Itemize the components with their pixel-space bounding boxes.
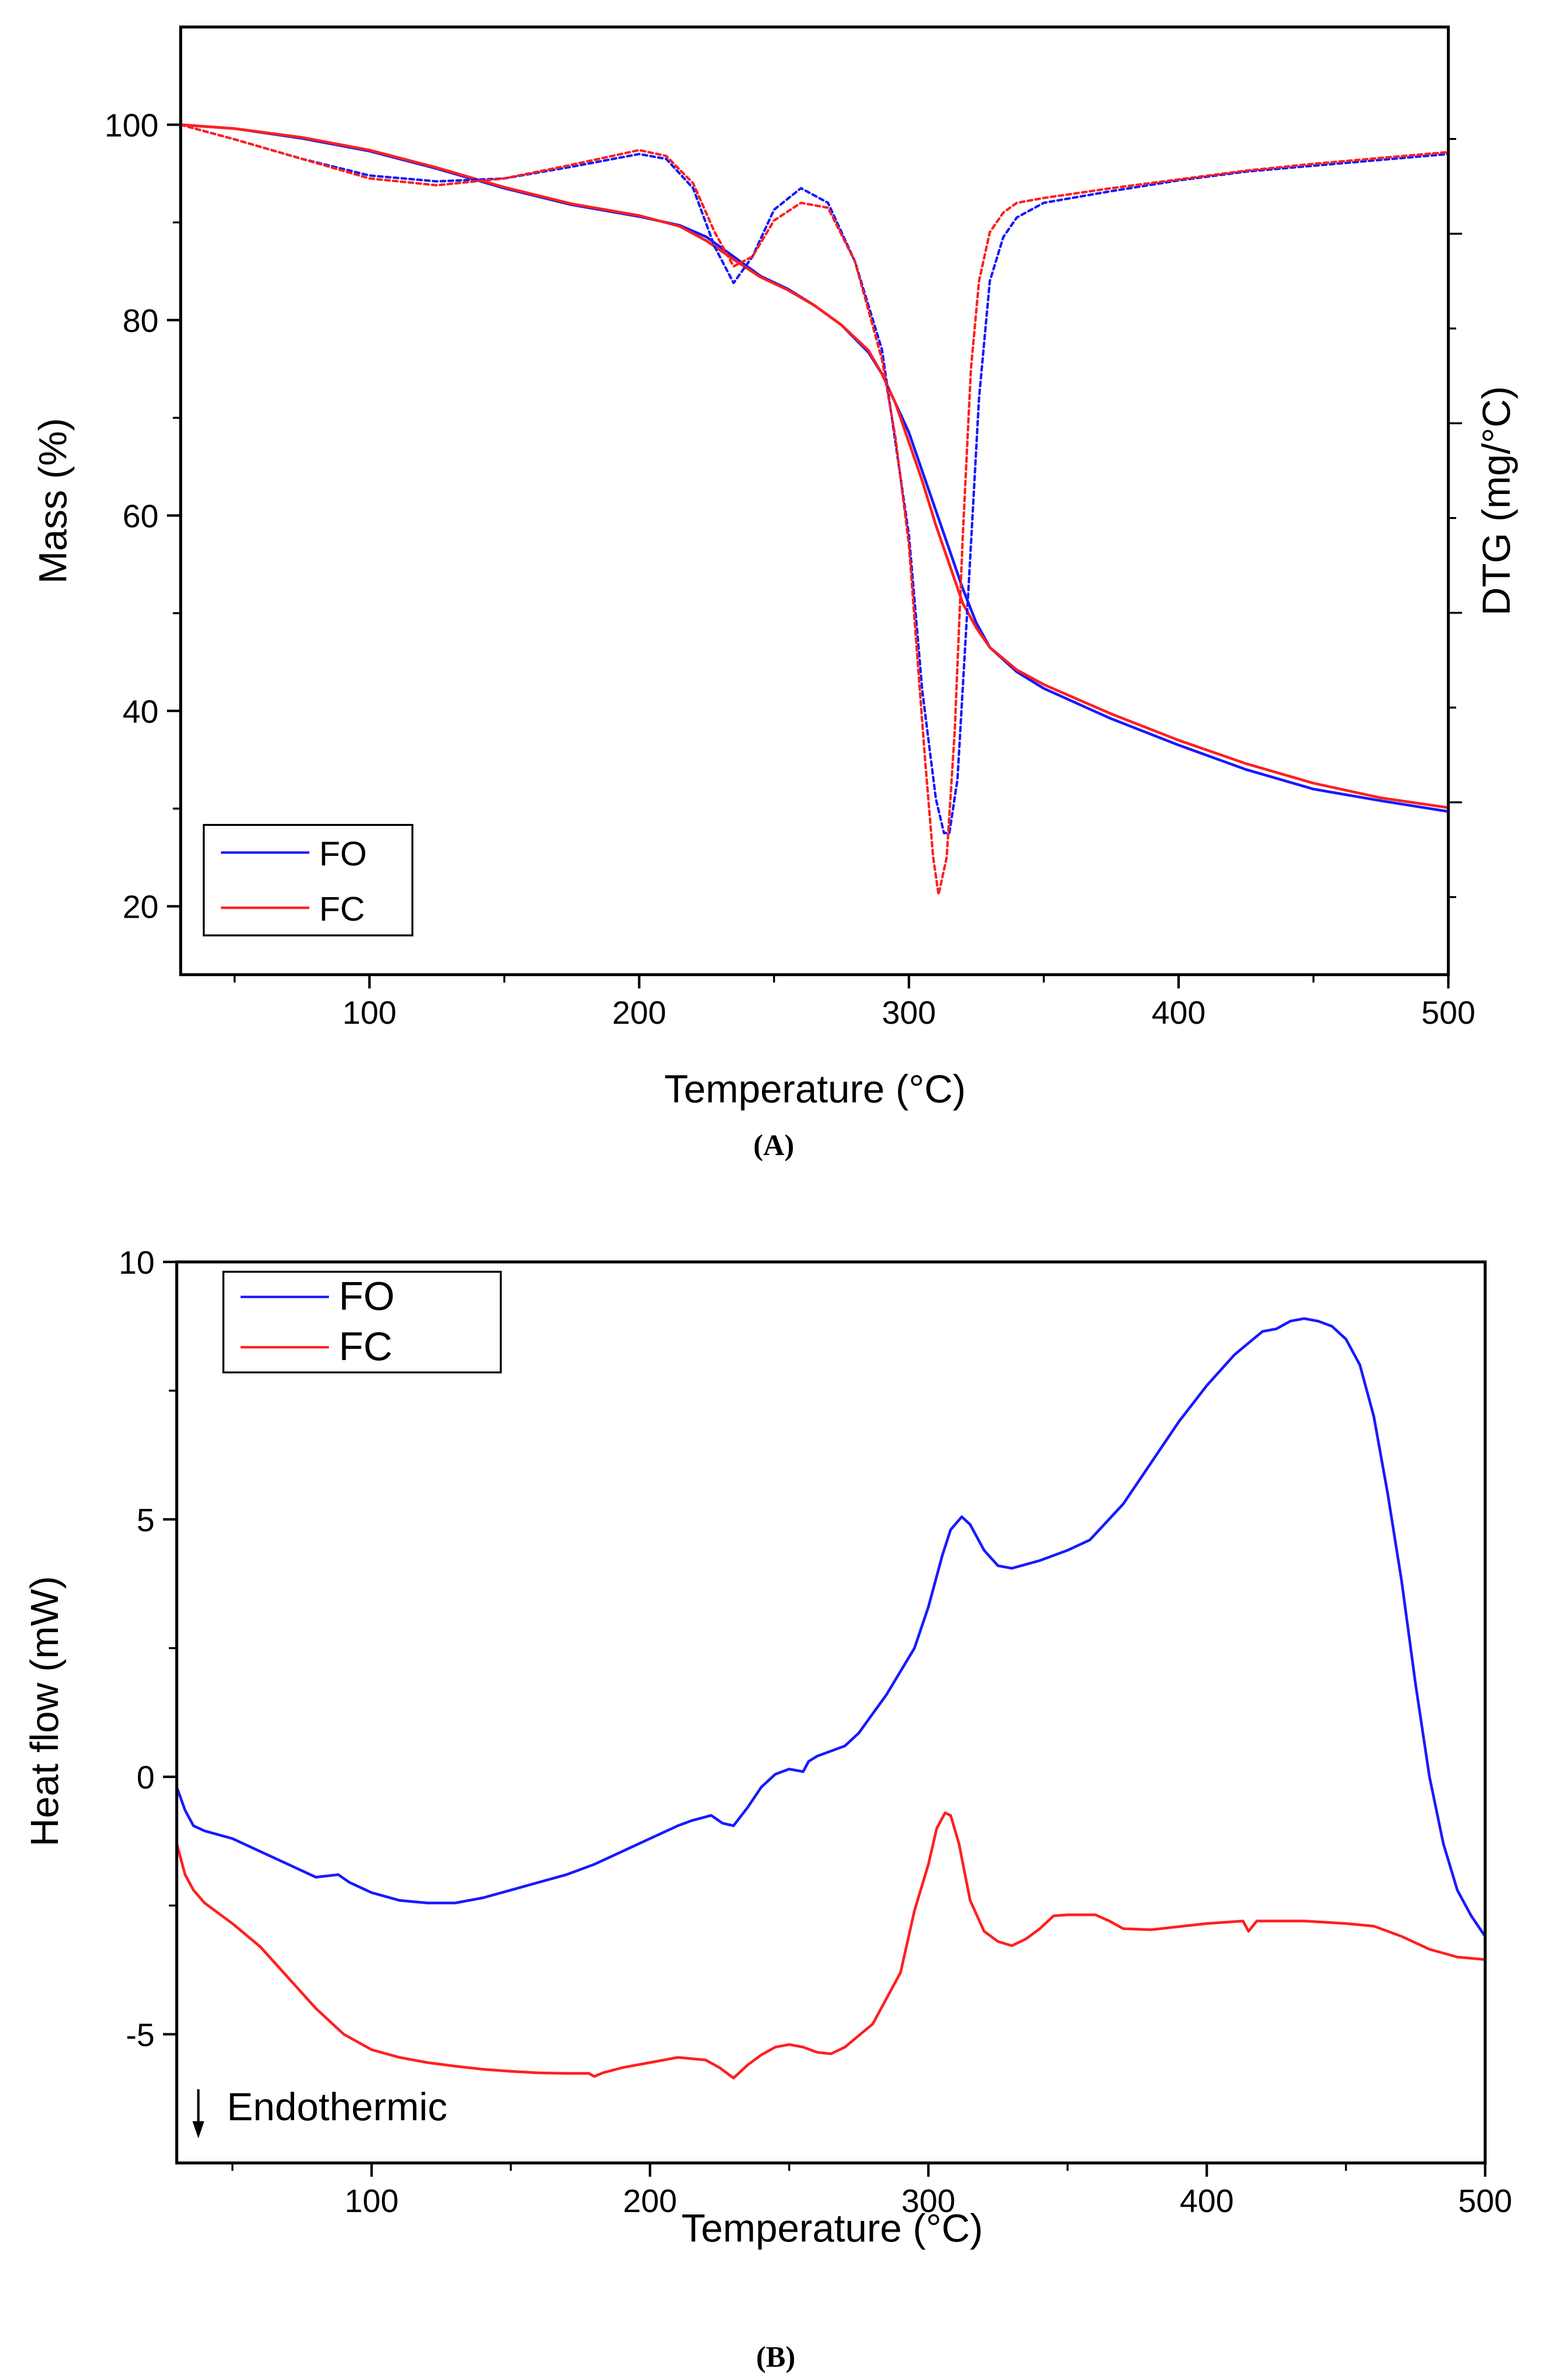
panel-a-legend-box bbox=[203, 824, 413, 936]
y-tick-label: 40 bbox=[123, 693, 159, 730]
panel-b-legend-box bbox=[222, 1271, 502, 1373]
panel-a-x-axis-title: Temperature (°C) bbox=[664, 1067, 966, 1111]
y-tick-label: 80 bbox=[123, 302, 159, 339]
panel-b-y-axis-title: Heat flow (mW) bbox=[23, 1576, 66, 1846]
panel-a-plot-frame bbox=[179, 26, 1450, 976]
panel-b-plot-area bbox=[177, 1317, 1485, 2079]
x-tick-label: 100 bbox=[345, 2183, 399, 2219]
x-tick-label: 400 bbox=[1152, 994, 1206, 1031]
panel-b-ticks: 100 200 300 400 500 -5 0 5 10 bbox=[119, 1244, 1512, 2219]
panel-b-plot-frame bbox=[175, 1260, 1487, 2164]
series-fc-line bbox=[177, 1811, 1485, 2079]
series-fo-line bbox=[177, 1317, 1485, 1938]
series-fc-mass-line bbox=[181, 123, 1448, 809]
legend-label-fc: FC bbox=[319, 890, 365, 928]
endothermic-label: Endothermic bbox=[227, 2085, 447, 2129]
x-tick-label: 300 bbox=[882, 994, 936, 1031]
legend-label-fo: FO bbox=[339, 1274, 395, 1318]
y-tick-label: 5 bbox=[136, 1502, 155, 1538]
panel-b-label: (B) bbox=[756, 2341, 795, 2373]
panel-a-plot-area bbox=[181, 123, 1448, 896]
panel-b: 100 200 300 400 500 -5 0 5 10 Temperature (°C) H… bbox=[23, 1244, 1512, 2373]
y-tick-label: -5 bbox=[126, 2017, 155, 2053]
panel-a-legend: FO FC bbox=[203, 824, 413, 936]
x-tick-label: 200 bbox=[612, 994, 666, 1031]
panel-a-label: (A) bbox=[753, 1129, 794, 1161]
series-fc-dtg-line bbox=[181, 123, 1448, 896]
panel-a-right-y-axis-title: DTG (mg/°C) bbox=[1474, 386, 1518, 616]
legend-label-fc: FC bbox=[339, 1324, 392, 1369]
y-tick-label: 100 bbox=[105, 107, 159, 143]
panel-a-ticks: 100 200 300 400 500 20 40 60 80 100 bbox=[105, 107, 1475, 1031]
panel-a: 100 200 300 400 500 20 40 60 80 100 Temperature (… bbox=[31, 26, 1518, 1161]
x-tick-label: 500 bbox=[1458, 2183, 1512, 2219]
x-tick-label: 200 bbox=[623, 2183, 677, 2219]
y-tick-label: 20 bbox=[123, 889, 159, 925]
panel-b-x-axis-title: Temperature (°C) bbox=[681, 2206, 983, 2250]
y-tick-label: 60 bbox=[123, 498, 159, 534]
x-tick-label: 300 bbox=[901, 2183, 955, 2219]
panel-b-legend: FO FC bbox=[222, 1271, 502, 1373]
x-tick-label: 400 bbox=[1180, 2183, 1234, 2219]
endothermic-annotation: Endothermic bbox=[192, 2085, 447, 2138]
y-tick-label: 0 bbox=[136, 1759, 155, 1796]
panel-a-y-axis-title: Mass (%) bbox=[31, 418, 75, 584]
arrowhead-icon bbox=[192, 2121, 204, 2138]
x-tick-label: 100 bbox=[342, 994, 396, 1031]
x-tick-label: 500 bbox=[1421, 994, 1475, 1031]
y-tick-label: 10 bbox=[119, 1244, 155, 1281]
legend-label-fo: FO bbox=[319, 834, 367, 873]
